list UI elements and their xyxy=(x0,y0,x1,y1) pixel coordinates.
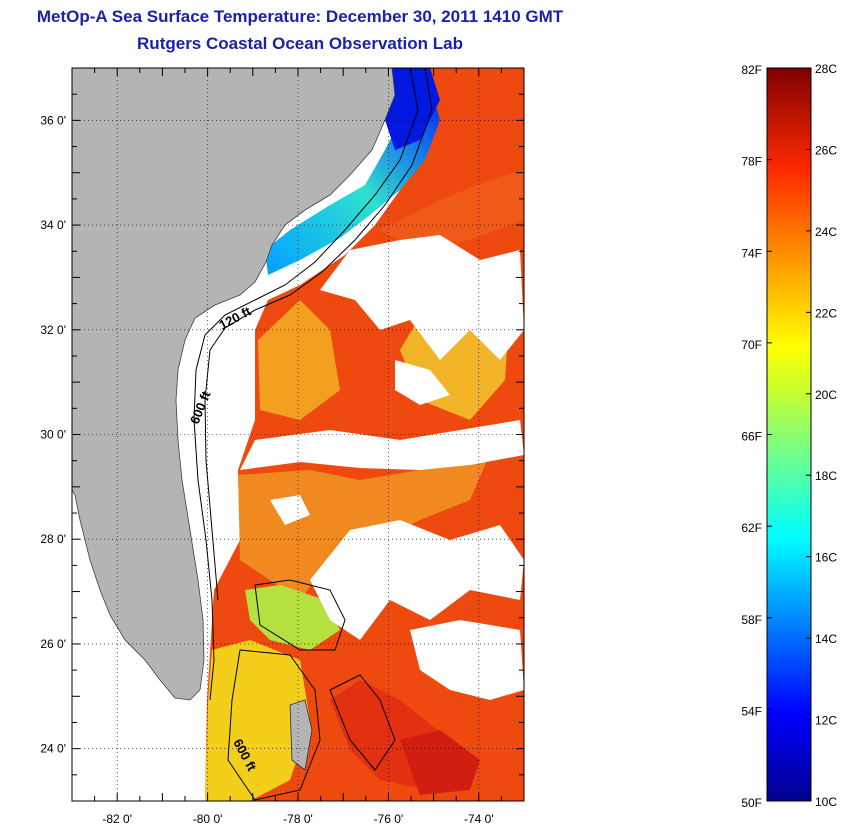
colorbar-fahrenheit-scale: 82F 78F 74F 70F 66F 62F 58F 54F 50F xyxy=(741,63,772,810)
lat-tick-label: 36 0' xyxy=(40,113,66,127)
bahamas-shelf xyxy=(227,579,396,801)
contour-600ft xyxy=(204,68,433,601)
colorbar-c-label: 26C xyxy=(815,143,837,157)
map-title: MetOp-A Sea Surface Temperature: Decembe… xyxy=(36,7,564,26)
colorbar-c-label: 20C xyxy=(815,388,837,402)
colorbar-f-label: 74F xyxy=(741,246,762,260)
colorbar-f-label: 58F xyxy=(741,613,762,627)
map-subtitle: Rutgers Coastal Ocean Observation Lab xyxy=(137,34,463,53)
lon-tick-label: -82 0' xyxy=(102,812,132,826)
land-mass xyxy=(72,68,396,701)
colorbar-celsius-scale: 28C 26C 24C 22C 20C 18C 16C 14C 12C 10C xyxy=(806,62,837,809)
lon-tick-marks: -82 0' -80 0' -78 0' -76 0' -74 0' xyxy=(71,68,525,826)
bahamas-island xyxy=(289,699,313,771)
lat-tick-label: 34 0' xyxy=(40,218,66,232)
colorbar-c-label: 22C xyxy=(815,306,837,320)
lon-tick-label: -78 0' xyxy=(283,812,313,826)
colorbar-c-label: 28C xyxy=(815,62,837,76)
colorbar-f-label: 62F xyxy=(741,521,762,535)
coastal-cold-water xyxy=(265,68,440,275)
lat-tick-label: 24 0' xyxy=(40,742,66,756)
lon-tick-label: -80 0' xyxy=(193,812,223,826)
lat-tick-marks: 36 0' 34 0' 32 0' 30 0' 28 0' 26 0' 24 0' xyxy=(40,67,524,802)
lat-tick-label: 28 0' xyxy=(40,532,66,546)
lat-tick-label: 26 0' xyxy=(40,637,66,651)
colorbar-f-label: 70F xyxy=(741,338,762,352)
colorbar-c-label: 18C xyxy=(815,469,837,483)
colorbar-c-label: 24C xyxy=(815,225,837,239)
colorbar-c-label: 14C xyxy=(815,632,837,646)
colorbar-c-label: 10C xyxy=(815,795,837,809)
colorbar-f-label: 54F xyxy=(741,704,762,718)
colorbar-f-label: 50F xyxy=(741,796,762,810)
colorbar xyxy=(766,67,812,802)
lat-tick-label: 32 0' xyxy=(40,323,66,337)
lon-tick-label: -76 0' xyxy=(374,812,404,826)
colorbar-f-label: 82F xyxy=(741,63,762,77)
lon-tick-label: -74 0' xyxy=(464,812,494,826)
map-panel xyxy=(72,68,524,801)
colorbar-c-label: 16C xyxy=(815,551,837,565)
colorbar-f-label: 66F xyxy=(741,430,762,444)
graticule xyxy=(72,68,524,801)
lat-tick-label: 30 0' xyxy=(40,428,66,442)
colorbar-f-label: 78F xyxy=(741,155,762,169)
colorbar-c-label: 12C xyxy=(815,714,837,728)
contour-120ft xyxy=(193,68,419,701)
